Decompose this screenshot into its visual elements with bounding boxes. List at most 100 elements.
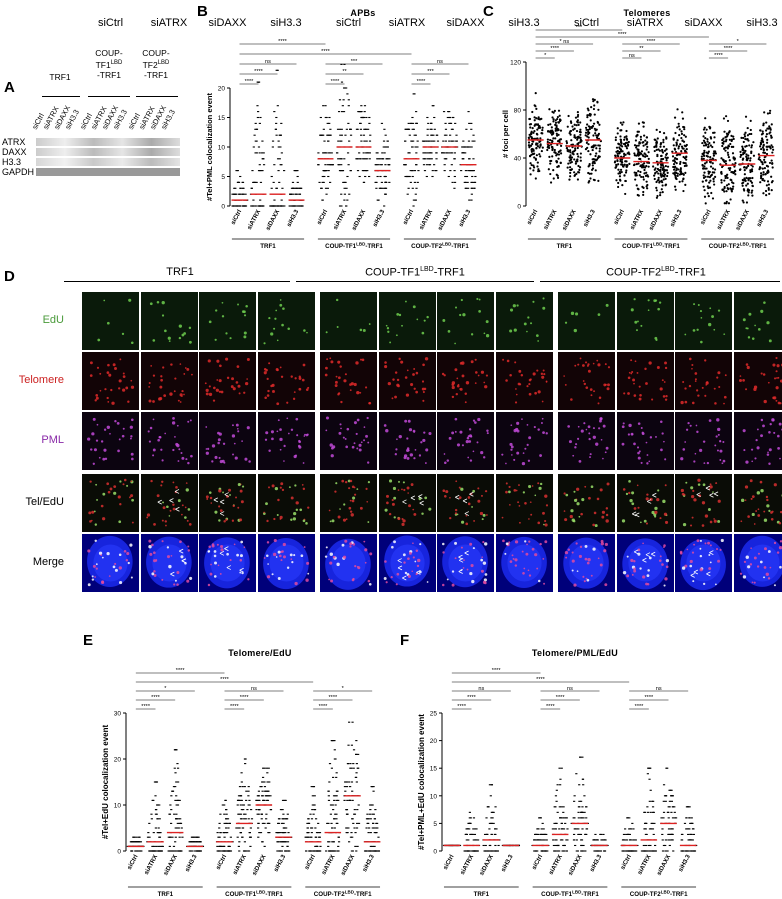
imaging-condition-label: siH3.3 (746, 17, 778, 29)
data-point (762, 149, 765, 152)
data-point (742, 136, 745, 140)
data-point (468, 146, 471, 148)
data-point (678, 153, 682, 156)
data-point (188, 841, 191, 843)
data-point (730, 170, 733, 174)
data-point (333, 850, 336, 852)
data-point (712, 154, 716, 157)
data-point (378, 187, 381, 189)
data-point (638, 153, 641, 156)
data-point (274, 128, 277, 130)
data-point (744, 137, 747, 141)
data-point (329, 128, 332, 130)
data-point (310, 827, 313, 829)
data-point (329, 804, 333, 806)
data-point (238, 205, 241, 207)
data-point (176, 804, 180, 806)
data-point (555, 789, 558, 791)
data-point (175, 804, 178, 806)
data-point (707, 194, 710, 198)
data-point (326, 187, 329, 189)
significance-label: **** (647, 39, 657, 45)
data-point (745, 155, 748, 158)
data-point (430, 152, 433, 154)
data-point (647, 850, 650, 852)
y-axis-label: #Tel+EdU colocalization event (101, 725, 110, 840)
data-point (617, 163, 620, 166)
data-point (236, 181, 240, 183)
data-point (343, 158, 346, 160)
data-point (625, 169, 628, 172)
data-point (684, 850, 687, 852)
data-point (244, 193, 247, 195)
data-point (334, 758, 337, 760)
data-point (380, 187, 383, 189)
data-point (448, 116, 452, 119)
data-point (366, 850, 369, 852)
x-tick-label: siH3.3 (184, 853, 199, 873)
data-point (532, 149, 535, 152)
data-point (683, 134, 686, 137)
data-point (468, 158, 471, 160)
data-point (704, 117, 707, 120)
data-point (539, 118, 542, 121)
data-point (529, 144, 533, 147)
data-point (176, 799, 179, 801)
data-point (257, 822, 260, 824)
data-point (566, 828, 569, 830)
data-point (258, 164, 261, 166)
data-point (770, 144, 773, 147)
data-point (279, 146, 282, 148)
data-point (656, 153, 659, 157)
x-tick-label: siH3.3 (372, 208, 387, 228)
data-point (342, 181, 345, 183)
data-point (217, 836, 220, 838)
data-point (261, 795, 264, 797)
chart-c-title: Telomeres (623, 8, 671, 18)
data-point (644, 844, 648, 847)
data-point (283, 818, 286, 820)
data-point (555, 800, 558, 802)
data-point (635, 174, 638, 177)
data-point (627, 140, 630, 144)
data-point (593, 179, 596, 182)
data-point (408, 134, 411, 136)
data-point (709, 161, 712, 164)
y-tick-label: 30 (114, 711, 122, 718)
data-point (435, 152, 438, 154)
data-point (709, 137, 713, 140)
data-point (531, 126, 534, 130)
data-point (741, 199, 744, 202)
data-point (282, 818, 285, 820)
data-point (628, 162, 631, 165)
data-point (670, 789, 673, 791)
data-point (474, 828, 477, 830)
data-point (663, 149, 667, 152)
data-point (591, 98, 595, 101)
significance-label: **** (724, 46, 734, 52)
data-point (745, 153, 748, 156)
data-point (660, 154, 663, 157)
data-point (627, 833, 630, 835)
data-point (224, 832, 227, 834)
data-point (706, 175, 710, 178)
data-point (570, 156, 574, 159)
data-point (433, 128, 436, 130)
data-point (587, 125, 590, 128)
data-point (226, 818, 230, 820)
data-point (326, 122, 329, 124)
data-point (490, 833, 493, 835)
data-point (488, 828, 491, 830)
chart-b-title: APBs (350, 8, 376, 18)
data-point (152, 850, 156, 852)
data-point (655, 148, 658, 151)
data-point (243, 786, 246, 788)
data-point (743, 135, 747, 138)
data-point (729, 142, 732, 146)
data-point (624, 142, 627, 145)
data-point (371, 827, 374, 829)
data-column (700, 117, 718, 205)
data-point (231, 193, 234, 195)
significance-label: * (737, 39, 740, 45)
